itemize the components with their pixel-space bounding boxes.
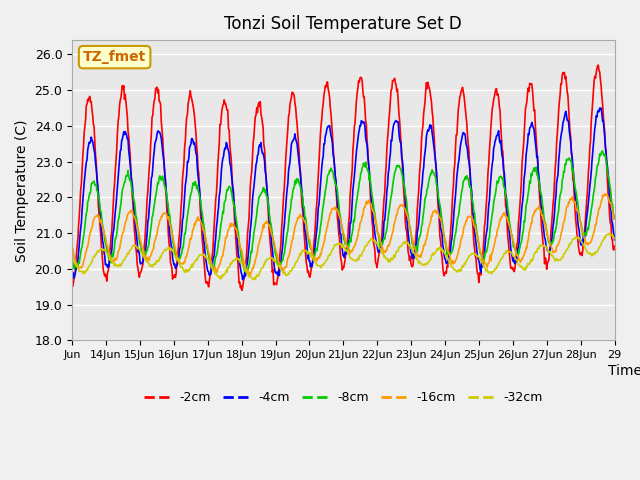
Line: -8cm: -8cm xyxy=(72,151,614,273)
-2cm xyxy=(68,283,76,288)
-8cm xyxy=(611,216,618,222)
-32cm xyxy=(132,243,140,249)
-32cm xyxy=(250,277,257,283)
-32cm xyxy=(431,250,438,256)
-8cm xyxy=(132,213,140,218)
-2cm xyxy=(132,245,140,251)
-2cm xyxy=(611,243,618,249)
-32cm xyxy=(68,256,76,262)
Line: -32cm: -32cm xyxy=(72,233,614,280)
-2cm xyxy=(259,125,267,131)
-4cm xyxy=(400,180,408,185)
Line: -16cm: -16cm xyxy=(72,194,614,276)
-4cm xyxy=(68,273,76,279)
-8cm xyxy=(280,252,287,258)
-4cm xyxy=(280,228,287,233)
-32cm xyxy=(611,236,618,241)
-8cm xyxy=(68,252,76,258)
-8cm xyxy=(243,270,250,276)
-16cm xyxy=(259,222,267,228)
-16cm xyxy=(132,217,140,223)
-32cm xyxy=(606,230,614,236)
Y-axis label: Soil Temperature (C): Soil Temperature (C) xyxy=(15,119,29,262)
Text: TZ_fmet: TZ_fmet xyxy=(83,50,147,64)
-4cm xyxy=(232,216,239,222)
-2cm xyxy=(431,136,438,142)
-2cm xyxy=(232,231,239,237)
Legend: -2cm, -4cm, -8cm, -16cm, -32cm: -2cm, -4cm, -8cm, -16cm, -32cm xyxy=(139,386,548,409)
-8cm xyxy=(232,212,239,218)
-4cm xyxy=(132,227,140,233)
-8cm xyxy=(431,172,438,178)
-8cm xyxy=(598,148,606,154)
-16cm xyxy=(611,216,618,222)
-2cm xyxy=(280,193,287,199)
Line: -4cm: -4cm xyxy=(72,108,614,280)
-16cm xyxy=(400,205,408,211)
-2cm xyxy=(400,190,408,196)
-8cm xyxy=(259,185,267,191)
-16cm xyxy=(431,208,438,214)
-32cm xyxy=(232,257,239,263)
-32cm xyxy=(259,264,267,270)
-4cm xyxy=(596,105,604,111)
-16cm xyxy=(246,273,254,279)
-2cm xyxy=(595,62,602,68)
-2cm xyxy=(238,288,246,293)
-32cm xyxy=(280,271,287,276)
-8cm xyxy=(400,180,408,186)
-16cm xyxy=(601,191,609,197)
-4cm xyxy=(431,146,438,152)
Line: -2cm: -2cm xyxy=(72,65,614,290)
-4cm xyxy=(239,277,246,283)
-4cm xyxy=(259,151,267,156)
Title: Tonzi Soil Temperature Set D: Tonzi Soil Temperature Set D xyxy=(225,15,462,33)
X-axis label: Time: Time xyxy=(609,364,640,378)
-16cm xyxy=(68,244,76,250)
-16cm xyxy=(232,226,239,231)
-16cm xyxy=(280,267,287,273)
-4cm xyxy=(611,237,618,242)
-32cm xyxy=(400,239,408,245)
